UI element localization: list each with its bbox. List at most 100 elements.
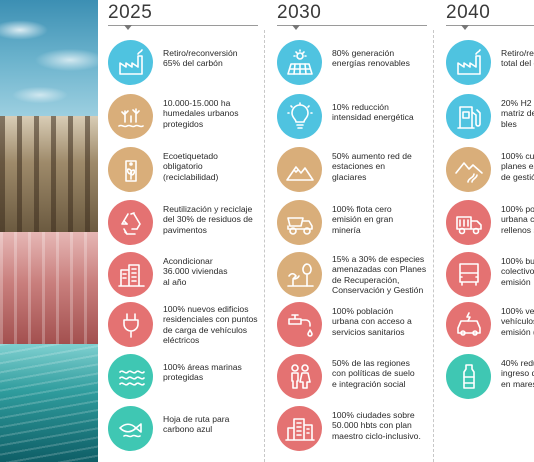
roadmap-item-text: 100% población urbana con acceso a servici… (332, 306, 412, 337)
roadmap-item-line: 50% de las regiones (332, 358, 410, 368)
roadmap-item: 10.000-15.000 ha humedales urbanos protegi… (108, 94, 264, 146)
photo-sky-wind-turbines (0, 0, 98, 116)
factory-icon (446, 40, 491, 85)
plug-icon (108, 302, 153, 347)
roadmap-item-line: Hoja de ruta para (163, 414, 230, 424)
roadmap-item-text: 100% poburbana corellenos s (501, 204, 534, 235)
roadmap-item-line: 100% áreas marinas (163, 362, 242, 372)
roadmap-item: 100% flota cero emisión en gran minería (277, 200, 433, 252)
roadmap-item: 15% a 30% de especies amenazadas con Plan… (277, 252, 433, 304)
roadmap-item-line: al año (163, 276, 187, 287)
roadmap-item-line: estaciones en (332, 161, 386, 172)
roadmap-item-line: emisión (501, 276, 531, 287)
roadmap-item-line: de Recuperación, (332, 274, 400, 285)
roadmap-item-line: emisión en gran (332, 214, 394, 225)
roadmap-item-text: 100% venvehículosemisión ( (501, 306, 534, 337)
roadmap-item-text: Acondicionar 36.000 viviendas al año (163, 256, 228, 287)
roadmap-item-line: 100% población (332, 306, 394, 316)
roadmap-item-text: 100% buscolectivoemisión (501, 256, 534, 287)
roadmap-item-line: energías renovables (332, 58, 410, 69)
roadmap-item-line: eléctricos (163, 335, 200, 346)
roadmap-item-line: del 30% de residuos de (163, 214, 253, 225)
roadmap-item-line: residenciales con puntos (163, 314, 258, 325)
roadmap-item-line: en mares (501, 378, 534, 389)
roadmap-item: Ecoetiquetado obligatorio (reciclabilidad) (108, 147, 264, 199)
year-rule (277, 25, 427, 26)
roadmap-item: 100% población urbana con acceso a servici… (277, 302, 433, 354)
roadmap-item-text: Hoja de ruta para carbono azul (163, 414, 229, 435)
roadmap-item: Acondicionar 36.000 viviendas al año (108, 252, 264, 304)
hydrogen-pump-icon (446, 94, 491, 139)
roadmap-item: Hoja de ruta para carbono azul (108, 406, 264, 458)
photo-forest (0, 116, 98, 232)
wetland-icon (108, 94, 153, 139)
roadmap-item-line: Retiro/re (501, 48, 534, 58)
roadmap-item-line: total del c (501, 58, 534, 69)
roadmap-item-line: 15% a 30% de especies (332, 254, 425, 264)
city-icon (277, 406, 322, 451)
year-header-2040: 2040 (446, 2, 491, 23)
roadmap-item-line: 50% aumento red de (332, 151, 412, 161)
photo-sea-water (0, 344, 98, 462)
roadmap-item-line: glaciares (332, 171, 367, 182)
roadmap-item-line: protegidas (163, 372, 204, 383)
roadmap-item-line: Reutilización y reciclaje (163, 204, 253, 214)
column-separator (433, 30, 434, 462)
year-rule (446, 25, 534, 26)
roadmap-item-line: colectivo (501, 266, 534, 277)
roadmap-item: 100% nuevos edificios residenciales con p… (108, 302, 264, 354)
roadmap-item: Reutilización y reciclaje del 30% de resi… (108, 200, 264, 252)
roadmap-item: 100% buscolectivoemisión (446, 252, 534, 304)
roadmap-item: 100% áreas marinas protegidas (108, 354, 264, 406)
solar-panel-icon (277, 40, 322, 85)
roadmap-item: 40% reduingreso den mares (446, 354, 534, 406)
roadmap-item-line: (reciclabilidad) (163, 171, 219, 182)
roadmap-item-text: Ecoetiquetado obligatorio (reciclabilidad) (163, 151, 218, 182)
bottle-icon (446, 354, 491, 399)
roadmap-item-line: de gestió (501, 171, 534, 182)
roadmap-item-line: 100% pob (501, 204, 534, 214)
roadmap-item-line: 10.000-15.000 ha (163, 98, 231, 108)
roadmap-item-line: 100% ven (501, 306, 534, 316)
roadmap-item-line: Retiro/reconversión (163, 48, 238, 58)
mountains-icon (277, 147, 322, 192)
roadmap-item-line: obligatorio (163, 161, 203, 172)
roadmap-item-line: planes es (501, 161, 534, 172)
roadmap-item-line: 100% bus (501, 256, 534, 266)
roadmap-item-line: 65% del carbón (163, 58, 223, 69)
roadmap-item: 50% de las regiones con políticas de suel… (277, 354, 433, 406)
roadmap-item-line: matriz de (501, 108, 534, 119)
roadmap-item-text: Reutilización y reciclaje del 30% de resi… (163, 204, 253, 235)
roadmap-item-line: protegidos (163, 118, 204, 129)
roadmap-item-line: bles (501, 118, 517, 129)
roadmap-item-line: amenazadas con Planes (332, 264, 427, 275)
roadmap-item-line: humedales urbanos (163, 108, 239, 119)
roadmap-item: 80% generación energías renovables (277, 40, 433, 92)
roadmap-item-line: 10% reducción (332, 102, 389, 112)
roadmap-item-line: 36.000 viviendas (163, 266, 228, 277)
caret-icon (124, 25, 132, 30)
roadmap-item: 100% venvehículosemisión ( (446, 302, 534, 354)
roadmap-item-line: e integración social (332, 378, 406, 389)
roadmap-item: Retiro/reconversión 65% del carbón (108, 40, 264, 92)
roadmap-item-line: 20% H2 V (501, 98, 534, 108)
roadmap-item: 50% aumento red de estaciones en glaciares (277, 147, 433, 199)
roadmap-item-text: 80% generación energías renovables (332, 48, 410, 69)
year-header-2025: 2025 (108, 2, 153, 23)
waves-icon (108, 354, 153, 399)
roadmap-item-line: 100% ciudades sobre (332, 410, 415, 420)
roadmap-item-line: 100% cue (501, 151, 534, 161)
year-header-2030: 2030 (277, 2, 322, 23)
roadmap-item-text: 50% de las regiones con políticas de suel… (332, 358, 415, 389)
roadmap-item-line: servicios sanitarios (332, 326, 405, 337)
roadmap-item-line: 50.000 hbts con plan (332, 420, 412, 431)
caret-icon (461, 25, 469, 30)
caret-icon (292, 25, 300, 30)
bird-tree-icon (277, 252, 322, 297)
roadmap-item-text: 100% nuevos edificios residenciales con p… (163, 304, 258, 346)
roadmap-item-text: 15% a 30% de especies amenazadas con Plan… (332, 254, 426, 296)
